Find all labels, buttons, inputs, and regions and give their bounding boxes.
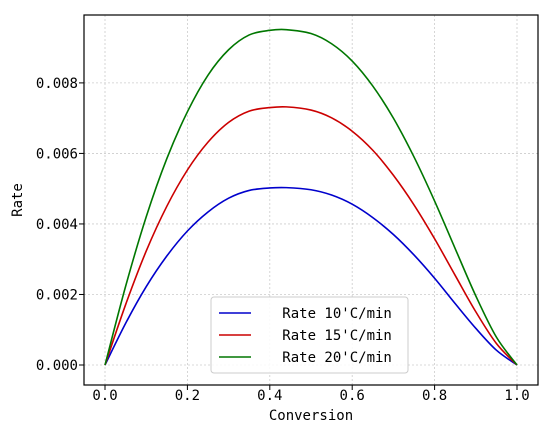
series-line-2 <box>104 105 518 366</box>
legend-label-2: Rate 15'C/min <box>257 328 392 344</box>
y-tick-label: 0.006 <box>36 146 78 162</box>
x-tick-label: 0.4 <box>257 388 282 404</box>
y-tick-label: 0.002 <box>36 287 78 303</box>
legend-label-1: Rate 10'C/min <box>257 306 392 322</box>
x-tick-label: 0.0 <box>92 388 117 404</box>
y-tick-label: 0.000 <box>36 358 78 374</box>
x-tick-label: 0.2 <box>175 388 200 404</box>
legend-label-3: Rate 20'C/min <box>257 350 392 366</box>
x-tick-label: 0.6 <box>340 388 365 404</box>
x-axis-label: Conversion <box>269 408 353 424</box>
legend: Rate 10'C/min Rate 15'C/min Rate 20'C/mi… <box>210 296 409 374</box>
x-tick-label: 0.8 <box>422 388 447 404</box>
y-axis: 0.000 0.002 0.004 0.006 0.008 <box>36 76 84 374</box>
x-tick-label: 1.0 <box>504 388 529 404</box>
series-group <box>104 28 518 366</box>
y-tick-label: 0.008 <box>36 76 78 92</box>
grid-lines <box>84 15 538 385</box>
legend-box <box>210 296 409 374</box>
series-line-1 <box>104 186 518 366</box>
plot-frame <box>83 14 539 386</box>
y-axis-label: Rate <box>10 183 26 217</box>
x-axis: 0.0 0.2 0.4 0.6 0.8 1.0 <box>92 385 530 404</box>
y-tick-label: 0.004 <box>36 217 78 233</box>
series-line-3 <box>104 28 518 366</box>
